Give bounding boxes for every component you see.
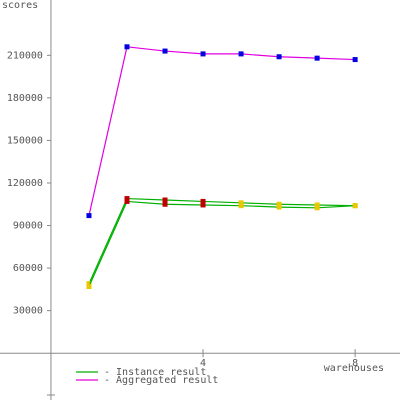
y-tick-label: 150000: [7, 135, 43, 146]
data-point: [162, 201, 168, 207]
data-point: [124, 44, 130, 50]
x-tick-label: 8: [352, 358, 358, 369]
y-tick-label: 180000: [7, 93, 43, 104]
y-tick-label: 60000: [13, 263, 43, 274]
data-point: [124, 198, 130, 204]
data-point: [86, 213, 92, 219]
series-line: [88, 200, 356, 287]
legend-label: - Instance result: [104, 367, 206, 378]
data-point: [162, 48, 168, 54]
y-tick-label: 120000: [7, 178, 43, 189]
data-point: [352, 57, 358, 63]
data-point: [162, 197, 168, 203]
data-point: [238, 51, 244, 57]
data-point: [200, 51, 206, 57]
data-point: [238, 203, 244, 209]
data-point: [86, 284, 92, 290]
data-point: [314, 205, 320, 211]
x-axis-label: warehouses: [324, 363, 384, 374]
x-tick-label: 4: [200, 358, 206, 369]
data-point: [314, 202, 320, 208]
y-tick-label: 90000: [13, 221, 43, 232]
data-point: [314, 55, 320, 61]
data-point: [276, 201, 282, 207]
legend-label: - Aggregated result: [104, 375, 218, 386]
series-line: [88, 46, 356, 216]
data-point: [200, 198, 206, 204]
data-point: [238, 200, 244, 206]
data-point: [276, 204, 282, 210]
series-line: [88, 197, 356, 284]
y-axis-label: scores: [2, 0, 38, 11]
data-point: [200, 202, 206, 208]
data-point: [352, 203, 358, 209]
y-tick-label: 30000: [13, 306, 43, 317]
data-point: [124, 196, 130, 202]
y-tick-label: 210000: [7, 50, 43, 61]
data-point: [86, 281, 92, 287]
data-point: [276, 54, 282, 60]
